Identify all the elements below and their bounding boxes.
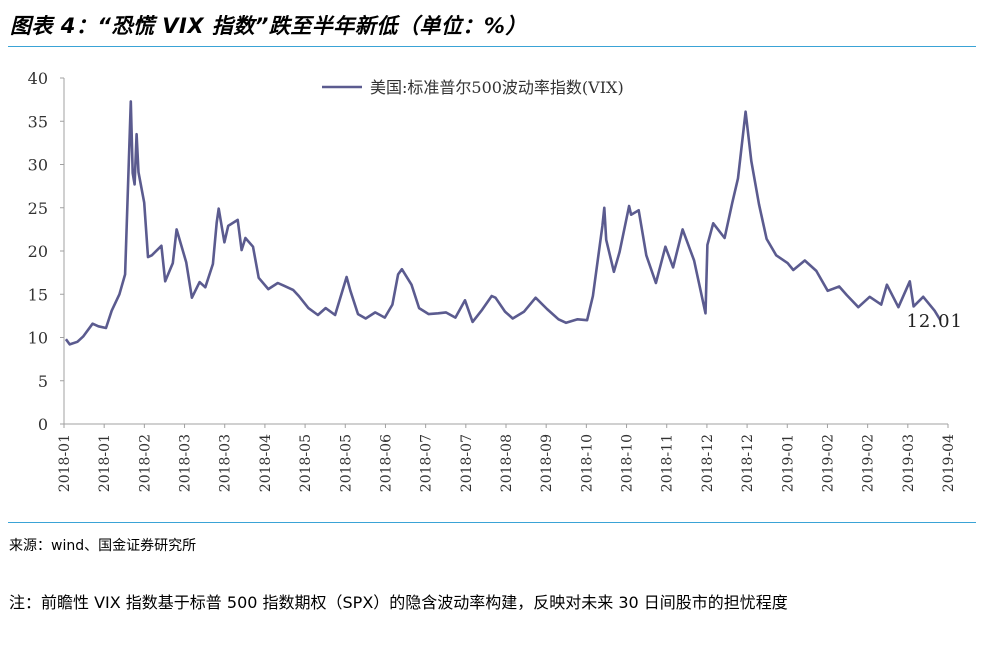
y-tick-label: 20 xyxy=(28,242,48,261)
x-tick-label: 2018-03 xyxy=(218,434,234,492)
y-tick-label: 10 xyxy=(28,329,48,348)
x-tick-label: 2018-07 xyxy=(419,434,435,492)
x-tick-label: 2019-01 xyxy=(780,434,796,492)
y-tick-label: 35 xyxy=(28,112,48,131)
x-tick-label: 2018-07 xyxy=(459,434,475,492)
y-tick-label: 0 xyxy=(38,415,48,434)
x-tick-label: 2018-11 xyxy=(660,434,676,492)
x-tick-label: 2018-03 xyxy=(178,434,194,492)
x-tick-label: 2018-02 xyxy=(137,434,153,492)
end-value-label: 12.01 xyxy=(906,311,963,332)
x-tick-label: 2019-02 xyxy=(861,434,877,492)
x-tick-label: 2019-02 xyxy=(820,434,836,492)
figure-header: 图表 4：“恐慌 VIX 指数”跌至半年新低（单位：%） xyxy=(0,0,976,46)
chart-axes xyxy=(63,78,948,425)
footnote: 注：前瞻性 VIX 指数基于标普 500 指数期权（SPX）的隐含波动率构建，反… xyxy=(9,593,788,612)
figure-title: 图表 4：“恐慌 VIX 指数”跌至半年新低（单位：%） xyxy=(10,14,527,38)
y-tick-label: 40 xyxy=(28,69,48,88)
x-tick-label: 2018-05 xyxy=(298,434,314,492)
x-tick-label: 2018-01 xyxy=(57,434,73,492)
chart-series xyxy=(64,100,942,346)
y-tick-label: 15 xyxy=(28,285,48,304)
x-tick-label: 2018-10 xyxy=(620,434,636,492)
x-tick-label: 2018-05 xyxy=(338,434,354,492)
chart-annotations: 12.01 xyxy=(906,311,963,332)
header-divider xyxy=(8,46,976,47)
x-tick-label: 2018-06 xyxy=(378,434,394,492)
x-axis-ticks: 2018-01 2018-01 2018-02 2018-03 2018-03 2018-… xyxy=(57,424,957,492)
x-tick-label: 2018-12 xyxy=(700,434,716,492)
y-tick-label: 5 xyxy=(38,372,48,391)
source-note: 来源：wind、国金证券研究所 xyxy=(9,538,197,554)
y-tick-label: 30 xyxy=(28,156,48,175)
x-tick-label: 2019-03 xyxy=(901,434,917,492)
x-tick-label: 2018-09 xyxy=(539,434,555,492)
y-tick-label: 25 xyxy=(28,199,48,218)
legend-label: 美国:标准普尔500波动率指数(VIX) xyxy=(370,78,624,97)
x-tick-label: 2018-10 xyxy=(579,434,595,492)
x-tick-label: 2018-12 xyxy=(740,434,756,492)
x-tick-label: 2018-04 xyxy=(258,434,274,492)
x-tick-label: 2018-01 xyxy=(97,434,113,492)
y-axis-ticks: 0 5 10 15 20 25 30 35 40 xyxy=(28,69,64,434)
footer-divider xyxy=(8,522,976,523)
x-tick-label: 2018-08 xyxy=(499,434,515,492)
x-tick-label: 2019-04 xyxy=(941,434,957,492)
vix-series-line xyxy=(64,100,942,346)
chart-area: 0 5 10 15 20 25 30 35 40 2018-01 2018-01 2018-02 20… xyxy=(0,50,988,520)
chart-legend: 美国:标准普尔500波动率指数(VIX) xyxy=(322,78,624,97)
